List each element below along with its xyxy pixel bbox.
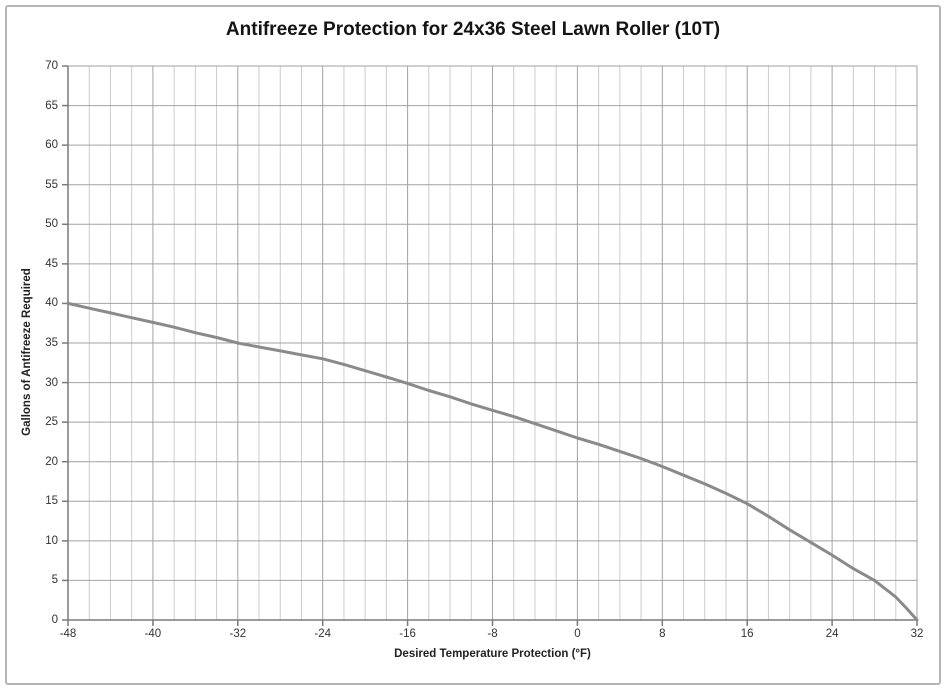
x-tick-label--24: -24 (314, 628, 331, 640)
y-tick-label-45: 45 (45, 257, 58, 270)
antifreeze-curve (66, 301, 919, 622)
y-tick-label-40: 40 (45, 297, 58, 310)
x-tick-label-32: 32 (910, 628, 924, 640)
x-tick-label--40: -40 (144, 628, 162, 640)
x-tick-label--48: -48 (59, 628, 77, 640)
chart-border (5, 5, 941, 685)
y-tick-label-50: 50 (45, 218, 58, 231)
x-tick-label--16: -16 (399, 628, 416, 640)
x-axis-title: Desired Temperature Protection (°F) (394, 648, 591, 660)
x-tick-label-8: 8 (659, 628, 666, 640)
y-tick-label-5: 5 (51, 574, 58, 587)
x-tick-label-16: 16 (740, 628, 754, 640)
y-tick-label-60: 60 (45, 139, 58, 152)
y-tick-label-10: 10 (45, 534, 58, 547)
y-tick-label-15: 15 (45, 495, 58, 508)
y-tick-label-0: 0 (51, 614, 58, 626)
y-tick-label-20: 20 (45, 455, 58, 468)
chart-title: Antifreeze Protection for 24x36 Steel La… (225, 19, 721, 40)
x-tick-label-0: 0 (574, 628, 581, 640)
x-tick-label--32: -32 (229, 628, 247, 640)
x-tick-label--8: -8 (487, 628, 498, 640)
y-tick-label-30: 30 (45, 376, 58, 389)
y-tick-label-65: 65 (45, 99, 58, 112)
x-tick-label-24: 24 (825, 628, 839, 640)
y-tick-label-35: 35 (45, 337, 58, 349)
y-tick-label-70: 70 (45, 60, 58, 72)
y-tick-label-25: 25 (45, 416, 58, 429)
y-tick-label-55: 55 (45, 178, 58, 191)
